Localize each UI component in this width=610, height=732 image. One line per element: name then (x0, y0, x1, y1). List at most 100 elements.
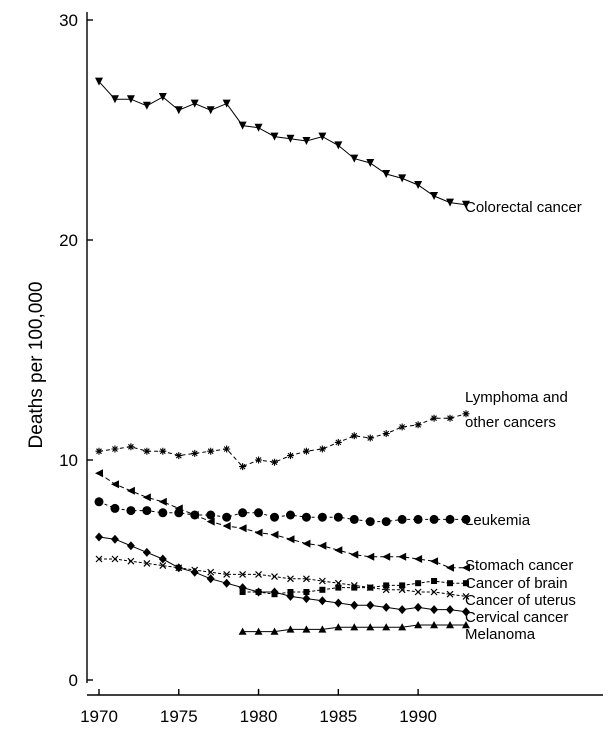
y-axis-label: Deaths per 100,000 (26, 282, 47, 449)
data-point-leukemia (397, 514, 407, 524)
data-point-lymphoma-and-other-cancers (318, 445, 326, 453)
data-point-lymphoma-and-other-cancers (159, 447, 167, 455)
data-point-colorectal-cancer (414, 181, 423, 189)
data-point-colorectal-cancer (190, 99, 199, 108)
data-point-stomach-cancer (190, 511, 199, 519)
series-line-stomach-cancer (98, 472, 466, 569)
series-line-leukemia (98, 501, 466, 523)
data-point-cervical-cancer (366, 600, 375, 610)
data-point-cervical-cancer (238, 583, 247, 593)
data-point-colorectal-cancer (222, 99, 231, 108)
data-point-lymphoma-and-other-cancers (271, 458, 279, 466)
data-point-colorectal-cancer (446, 198, 455, 207)
data-point-cervical-cancer (174, 563, 183, 573)
data-point-cervical-cancer (446, 605, 455, 615)
series-stomach-cancer (95, 469, 470, 572)
data-point-colorectal-cancer (126, 95, 135, 104)
data-point-leukemia (126, 506, 136, 516)
x-tick-label: 1975 (160, 707, 198, 726)
series-label-colorectal: Colorectal cancer (465, 199, 582, 216)
data-point-colorectal-cancer (206, 106, 215, 115)
data-point-melanoma (414, 621, 423, 629)
data-point-stomach-cancer (334, 546, 343, 555)
data-point-stomach-cancer (254, 528, 263, 537)
data-point-lymphoma-and-other-cancers (334, 438, 342, 446)
series-layer (94, 77, 471, 635)
series-lymphoma-and-other-cancers (95, 410, 470, 471)
data-point-cancer-of-uterus (334, 579, 342, 587)
data-point-leukemia (142, 506, 152, 516)
x-tick-label: 1970 (80, 707, 118, 726)
data-point-leukemia (429, 514, 439, 524)
series-label-stomach: Stomach cancer (465, 557, 573, 574)
axes: 0 10 20 30 1970 1975 1980 1985 1990 (59, 11, 603, 726)
data-point-cervical-cancer (302, 594, 311, 604)
data-point-cancer-of-uterus (414, 588, 422, 596)
data-point-stomach-cancer (270, 530, 279, 539)
data-point-melanoma (238, 627, 247, 635)
data-point-stomach-cancer (430, 557, 439, 566)
data-point-cervical-cancer (334, 598, 343, 608)
data-point-leukemia (365, 517, 375, 527)
data-point-lymphoma-and-other-cancers (382, 430, 390, 438)
data-point-cancer-of-uterus (239, 570, 247, 578)
data-point-cancer-of-brain (462, 580, 469, 587)
series-label-lymphoma-line1: Lymphoma and (465, 389, 568, 406)
data-point-colorectal-cancer (286, 134, 295, 143)
data-point-cancer-of-uterus (430, 588, 438, 596)
data-point-cancer-of-uterus (462, 592, 470, 600)
data-point-cancer-of-brain (383, 582, 390, 589)
data-point-colorectal-cancer (158, 93, 167, 101)
data-point-cancer-of-uterus (159, 562, 167, 570)
x-tick-label: 1985 (319, 707, 357, 726)
data-point-lymphoma-and-other-cancers (239, 463, 247, 471)
data-point-colorectal-cancer (398, 174, 407, 183)
data-point-cervical-cancer (350, 600, 359, 610)
data-point-cancer-of-brain (335, 584, 342, 591)
data-point-lymphoma-and-other-cancers (207, 447, 215, 455)
data-point-cervical-cancer (142, 547, 151, 557)
data-point-cancer-of-uterus (287, 575, 294, 583)
data-point-cancer-of-uterus (111, 555, 119, 563)
data-point-cervical-cancer (382, 602, 391, 612)
data-point-colorectal-cancer (350, 154, 359, 163)
data-point-melanoma (302, 625, 311, 633)
series-label-cervical: Cervical cancer (465, 609, 568, 626)
data-point-cervical-cancer (158, 554, 167, 564)
data-point-stomach-cancer (142, 493, 151, 502)
data-point-leukemia (206, 510, 216, 520)
data-point-melanoma (366, 623, 375, 631)
data-point-stomach-cancer (446, 563, 455, 572)
data-point-leukemia (158, 508, 168, 518)
data-point-cancer-of-uterus (223, 570, 231, 578)
data-point-melanoma (398, 623, 407, 631)
data-point-leukemia (270, 512, 280, 522)
series-label-uterus: Cancer of uterus (465, 592, 576, 609)
data-point-leukemia (333, 512, 343, 522)
data-point-stomach-cancer (382, 552, 391, 561)
data-point-stomach-cancer (174, 504, 183, 513)
data-point-lymphoma-and-other-cancers (446, 414, 454, 422)
data-point-stomach-cancer (222, 522, 231, 530)
series-label-melanoma: Melanoma (465, 626, 536, 643)
data-point-cervical-cancer (126, 541, 135, 551)
data-point-leukemia (413, 514, 423, 524)
data-point-cancer-of-uterus (255, 570, 262, 578)
data-point-cervical-cancer (414, 602, 423, 612)
data-point-cervical-cancer (222, 578, 231, 588)
data-point-lymphoma-and-other-cancers (111, 445, 119, 453)
data-point-cancer-of-brain (447, 580, 454, 587)
data-point-leukemia (222, 512, 232, 522)
data-point-cancer-of-brain (319, 586, 326, 593)
data-point-cervical-cancer (254, 587, 263, 597)
data-point-leukemia (94, 497, 104, 507)
data-point-lymphoma-and-other-cancers (414, 421, 422, 429)
data-point-lymphoma-and-other-cancers (286, 452, 294, 460)
data-point-cancer-of-uterus (143, 559, 151, 567)
data-point-melanoma (382, 623, 391, 631)
series-line-colorectal-cancer (98, 81, 467, 206)
data-point-cervical-cancer (461, 607, 470, 617)
series-cancer-of-uterus (95, 555, 470, 600)
